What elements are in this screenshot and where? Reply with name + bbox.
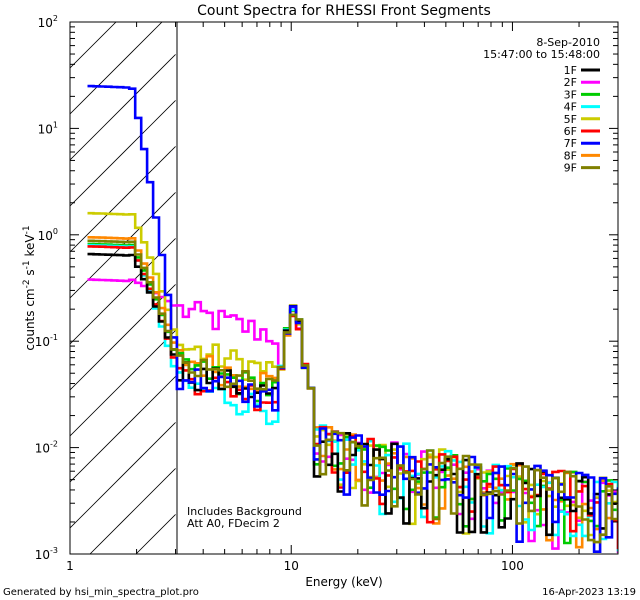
- footer-timestamp: 16-Apr-2023 13:19: [542, 587, 636, 598]
- series-line-4F: [87, 243, 618, 552]
- hatch-line: [89, 468, 176, 554]
- hatch-line: [70, 422, 176, 529]
- x-axis-label: Energy (keV): [305, 575, 382, 589]
- legend-label-2F: 2F: [564, 76, 577, 89]
- hatch-line: [70, 22, 117, 69]
- series-line-2F: [87, 278, 618, 553]
- chart-title: Count Spectra for RHESSI Front Segments: [197, 3, 491, 19]
- y-tick-label: 102: [38, 14, 58, 30]
- footer-generator: Generated by hsi_min_spectra_plot.pro: [3, 587, 199, 598]
- hatch-line: [135, 514, 176, 554]
- series-line-3F: [87, 242, 618, 545]
- y-axis-label: counts cm-2 s-1 keV-1: [22, 225, 37, 350]
- x-tick-label: 10: [284, 559, 299, 573]
- legend-label-9F: 9F: [564, 162, 577, 175]
- legend-label-8F: 8F: [564, 149, 577, 162]
- hatch-line: [70, 376, 176, 483]
- series-line-9F: [87, 239, 618, 544]
- legend-label-6F: 6F: [564, 125, 577, 138]
- hatch-line: [70, 146, 176, 253]
- series-line-8F: [87, 236, 618, 549]
- y-tick-label: 10-1: [35, 333, 58, 349]
- y-axis-label-exp3: -1: [22, 225, 32, 234]
- y-axis-label-base: counts cm: [23, 288, 37, 350]
- y-axis-label-exp1: -2: [22, 279, 32, 288]
- y-axis-label-mid: s: [23, 269, 37, 279]
- y-tick-label: 10-3: [35, 546, 58, 562]
- y-tick-label: 101: [38, 120, 58, 136]
- legend-label-3F: 3F: [564, 88, 577, 101]
- series-layer: [87, 84, 618, 553]
- legend-label-4F: 4F: [564, 101, 577, 114]
- y-tick-label: 100: [38, 227, 58, 243]
- y-tick-label: 10-2: [35, 440, 58, 456]
- excluded-region-hatching: [70, 22, 176, 554]
- series-line-1F: [87, 252, 618, 537]
- legend-label-5F: 5F: [564, 113, 577, 126]
- legend-label-1F: 1F: [564, 64, 577, 77]
- hatch-line: [70, 330, 176, 437]
- hatch-line: [70, 22, 71, 23]
- legend-label-7F: 7F: [564, 137, 577, 150]
- date-label: 8-Sep-2010: [536, 36, 600, 49]
- x-tick-label: 1: [66, 559, 74, 573]
- plot-frame: [69, 21, 619, 555]
- hatch-line: [70, 100, 176, 207]
- annotation-background: Includes Background: [187, 505, 302, 518]
- y-axis-label-exp2: -1: [22, 260, 32, 269]
- excluded-region: [70, 22, 178, 554]
- y-axis-label-tail: keV: [23, 234, 37, 261]
- x-axis-ticks: 1 10 100: [66, 22, 619, 573]
- x-tick-label: 100: [501, 559, 524, 573]
- annotation-attenuator: Att A0, FDecim 2: [187, 517, 280, 530]
- hatch-line: [70, 22, 163, 115]
- time-range-label: 15:47:00 to 15:48:00: [483, 48, 600, 61]
- y-axis-ticks: 10-3 10-2 10-1 100 101 102: [35, 14, 618, 562]
- hatch-line: [70, 54, 176, 161]
